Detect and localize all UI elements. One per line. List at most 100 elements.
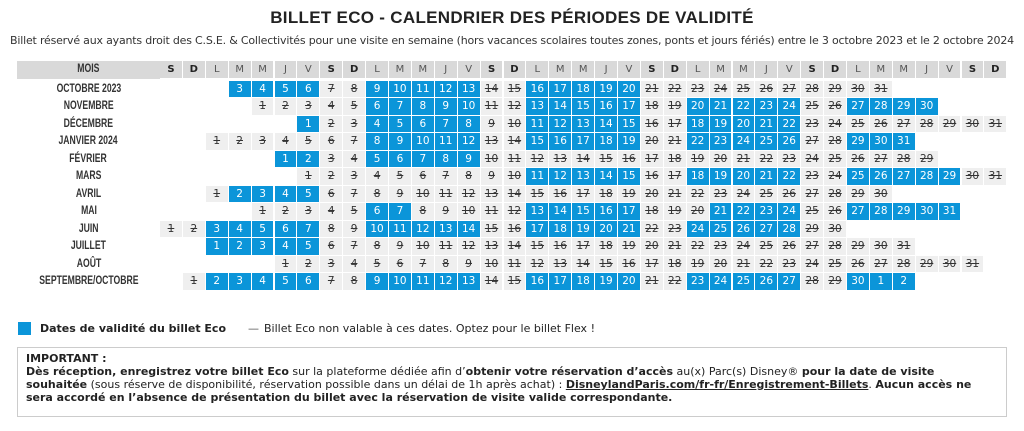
weekday-header: D xyxy=(182,61,206,79)
valid-day: 29 xyxy=(892,203,916,221)
invalid-day: 4 xyxy=(274,133,298,151)
invalid-day: 26 xyxy=(778,238,802,256)
valid-day: 17 xyxy=(526,220,550,238)
valid-day: 3 xyxy=(251,238,275,256)
invalid-day: 4 xyxy=(343,255,367,273)
valid-day: 15 xyxy=(618,115,641,133)
invalid-day: 8 xyxy=(366,185,389,203)
valid-day: 19 xyxy=(595,80,618,98)
invalid-day: 9 xyxy=(343,220,367,238)
invalid-day: 23 xyxy=(801,115,825,133)
valid-day: 13 xyxy=(434,220,458,238)
valid-day: 16 xyxy=(526,273,550,291)
month-label: DÉCEMBRE xyxy=(63,115,114,130)
invalid-day: 8 xyxy=(320,220,344,238)
month-row: MARS 1 2 3 4 5 6 7 8 9 10 11 12 13 14 15 16 17 18 19 20 21 22 2… xyxy=(17,168,1008,186)
valid-day: 11 xyxy=(526,115,550,133)
valid-day: 12 xyxy=(549,115,573,133)
month-label: MAI xyxy=(80,203,97,217)
registration-link[interactable]: DisneylandParis.com/fr-fr/Enregistrement… xyxy=(565,378,869,391)
valid-day: 21 xyxy=(709,203,733,221)
valid-day: 20 xyxy=(595,220,618,238)
valid-day: 15 xyxy=(572,203,596,221)
invalid-day: 7 xyxy=(320,273,344,291)
invalid-day: 6 xyxy=(411,168,435,186)
valid-day: 19 xyxy=(709,168,733,186)
invalid-day: 30 xyxy=(869,238,893,256)
invalid-day: 10 xyxy=(503,168,527,186)
valid-day: 18 xyxy=(686,168,710,186)
important-heading: IMPORTANT : xyxy=(26,352,107,365)
valid-day: 19 xyxy=(709,115,733,133)
invalid-day: 2 xyxy=(297,255,321,273)
invalid-day: 30 xyxy=(869,185,893,203)
invalid-day: 22 xyxy=(686,238,710,256)
valid-day: 5 xyxy=(297,185,321,203)
invalid-day: 14 xyxy=(480,80,504,98)
invalid-day: 6 xyxy=(320,238,344,256)
invalid-day: 8 xyxy=(411,203,435,221)
valid-day: 28 xyxy=(778,220,802,238)
weekday-header: J xyxy=(434,61,458,79)
invalid-day: 8 xyxy=(343,80,367,98)
valid-day: 11 xyxy=(411,80,435,98)
weekday-header: J xyxy=(595,61,618,79)
month-label: OCTOBRE 2023 xyxy=(56,80,121,95)
invalid-day: 25 xyxy=(755,238,779,256)
valid-day: 31 xyxy=(892,133,916,151)
valid-day: 27 xyxy=(892,168,916,186)
valid-day: 7 xyxy=(411,150,435,168)
invalid-day: 3 xyxy=(297,98,321,116)
invalid-day: 23 xyxy=(686,80,710,98)
invalid-day: 9 xyxy=(457,255,481,273)
valid-day: 17 xyxy=(549,80,573,98)
month-label: NOVEMBRE xyxy=(63,98,114,112)
invalid-day: 29 xyxy=(915,150,939,168)
valid-day: 17 xyxy=(549,273,573,291)
strikethrough-symbol: — xyxy=(248,322,260,335)
invalid-day: 10 xyxy=(480,150,504,168)
invalid-day: 7 xyxy=(343,133,367,151)
invalid-day: 19 xyxy=(618,185,641,203)
invalid-day: 6 xyxy=(320,185,344,203)
valid-day: 13 xyxy=(526,203,550,221)
invalid-day: 1 xyxy=(297,168,321,186)
invalid-day: 18 xyxy=(663,255,687,273)
invalid-day: 2 xyxy=(182,220,206,238)
invalid-day: 11 xyxy=(503,255,527,273)
invalid-day: 15 xyxy=(503,80,527,98)
valid-day: 5 xyxy=(297,238,321,256)
invalid-day: 30 xyxy=(938,255,962,273)
valid-day: 2 xyxy=(297,150,321,168)
weekday-header: D xyxy=(663,61,687,79)
important-text: Dès réception, enregistrez votre billet … xyxy=(26,365,972,404)
invalid-day: 20 xyxy=(640,133,664,151)
weekday-header: M xyxy=(251,61,275,79)
valid-day: 26 xyxy=(755,273,779,291)
invalid-day: 28 xyxy=(892,150,916,168)
invalid-day: 24 xyxy=(709,80,733,98)
valid-day: 14 xyxy=(595,168,618,186)
invalid-day: 23 xyxy=(663,220,687,238)
invalid-day: 18 xyxy=(595,185,618,203)
invalid-day: 5 xyxy=(343,98,367,116)
invalid-day: 6 xyxy=(320,133,344,151)
valid-day: 22 xyxy=(732,98,756,116)
invalid-day: 20 xyxy=(686,203,710,221)
valid-day: 23 xyxy=(709,133,733,151)
invalid-day: 31 xyxy=(961,255,985,273)
invalid-day: 3 xyxy=(343,168,367,186)
invalid-day: 10 xyxy=(503,115,527,133)
weekday-header: M xyxy=(549,61,573,79)
valid-day: 7 xyxy=(389,203,412,221)
month-column-header: MOIS xyxy=(17,61,160,79)
valid-day: 19 xyxy=(572,220,596,238)
invalid-day: 19 xyxy=(686,150,710,168)
invalid-day: 10 xyxy=(457,203,481,221)
invalid-day: 3 xyxy=(320,255,344,273)
invalid-day: 23 xyxy=(709,238,733,256)
invalid-day: 8 xyxy=(457,168,481,186)
invalid-day: 9 xyxy=(434,203,458,221)
weekday-header: M xyxy=(732,61,756,79)
invalid-day: 3 xyxy=(320,150,344,168)
